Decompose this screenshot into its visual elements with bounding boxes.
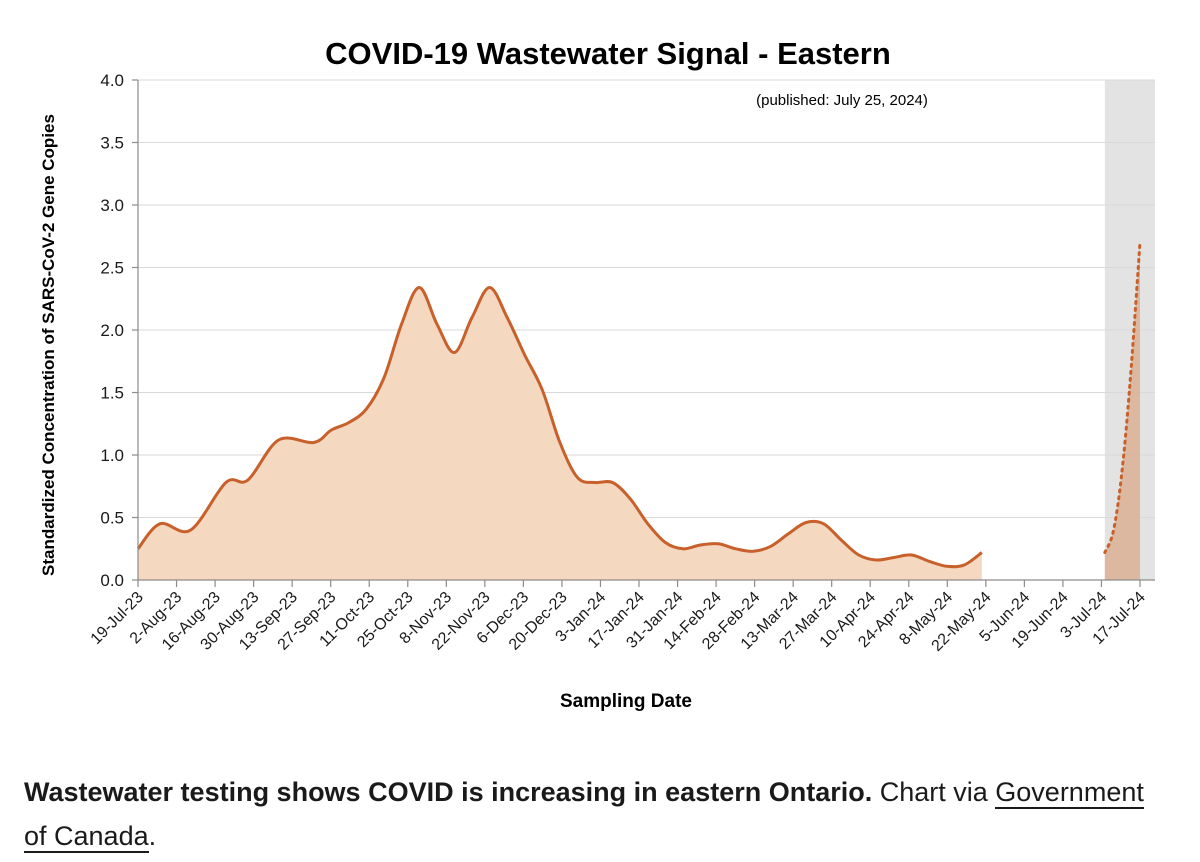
wastewater-chart: 0.0 0.5 1.0 1.5 2.0 2.5 3.0 3.5 4.0 19-Jul-232-A… bbox=[39, 36, 1155, 712]
y-axis-label: Standardized Concentration of SARS-CoV-2… bbox=[39, 114, 58, 576]
caption: Wastewater testing shows COVID is increa… bbox=[24, 770, 1164, 858]
y-tick-label: 2.5 bbox=[100, 259, 124, 278]
chart-title: COVID-19 Wastewater Signal - Eastern bbox=[325, 36, 891, 71]
caption-text: Chart via bbox=[872, 777, 996, 807]
y-tick-label: 1.0 bbox=[100, 446, 124, 465]
y-tick-label: 0.0 bbox=[100, 571, 124, 590]
caption-bold: Wastewater testing shows COVID is increa… bbox=[24, 777, 873, 807]
government-of-canada-link[interactable]: Government of Canada bbox=[24, 777, 1144, 853]
x-tick-labels: 19-Jul-232-Aug-2316-Aug-2330-Aug-2313-Se… bbox=[88, 589, 1149, 655]
published-annotation: (published: July 25, 2024) bbox=[756, 92, 928, 109]
axes bbox=[132, 79, 1155, 587]
y-tick-labels: 0.0 0.5 1.0 1.5 2.0 2.5 3.0 3.5 4.0 bbox=[100, 71, 124, 590]
projected-area-fill bbox=[1104, 242, 1140, 580]
y-tick-label: 4.0 bbox=[100, 71, 124, 90]
caption-end: . bbox=[148, 821, 157, 851]
y-tick-label: 2.0 bbox=[100, 321, 124, 340]
y-tick-label: 1.5 bbox=[100, 384, 124, 403]
x-axis-label: Sampling Date bbox=[560, 691, 692, 712]
area-fill bbox=[138, 287, 982, 580]
y-tick-label: 0.5 bbox=[100, 509, 124, 528]
projected-series-line bbox=[1103, 241, 1142, 554]
y-tick-label: 3.0 bbox=[100, 196, 124, 215]
observed-series-line bbox=[136, 286, 983, 569]
y-tick-label: 3.5 bbox=[100, 134, 124, 153]
